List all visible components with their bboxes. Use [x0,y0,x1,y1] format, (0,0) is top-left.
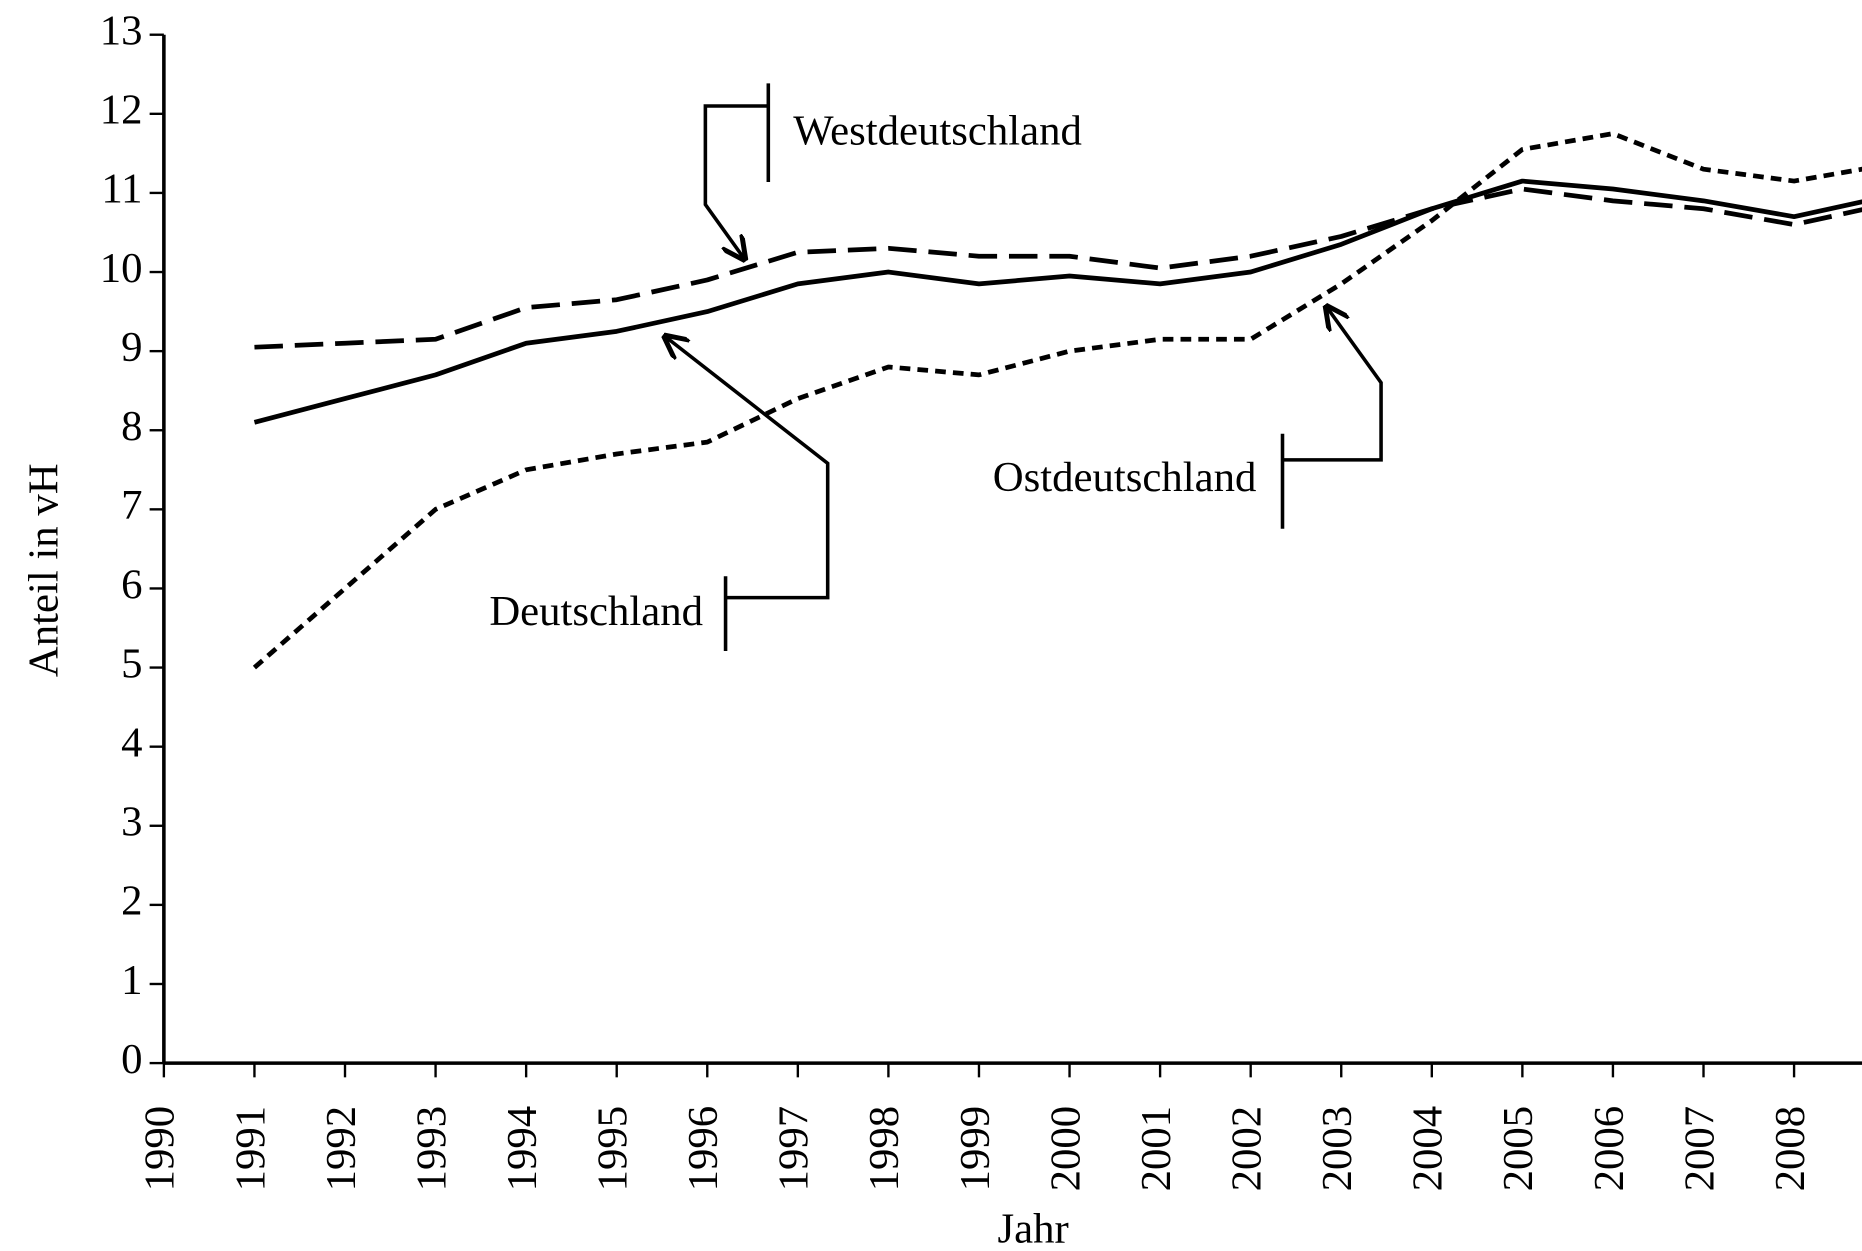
y-tick-label: 2 [121,878,142,925]
leader-line [703,83,768,259]
series-label: Deutschland [489,588,703,635]
x-tick-label: 2002 [1223,1106,1270,1192]
x-tick-label: 2003 [1314,1106,1361,1192]
x-tick-label: 2007 [1676,1106,1723,1192]
x-tick-label: 1992 [318,1106,365,1192]
y-tick-label: 0 [121,1036,142,1083]
x-axis-label: Jahr [998,1206,1069,1251]
y-tick-label: 9 [121,324,142,371]
x-tick-label: 1993 [408,1106,455,1192]
x-tick-label: 1999 [952,1106,999,1192]
x-tick-label: 2004 [1405,1106,1452,1192]
x-tick-label: 2001 [1133,1106,1180,1192]
x-tick-label: 1997 [771,1106,818,1192]
series-label: Ostdeutschland [993,454,1257,501]
y-tick-label: 4 [121,719,142,766]
x-tick-label: 1994 [499,1106,546,1192]
x-tick-label: 1991 [227,1106,274,1192]
y-tick-label: 11 [101,166,142,213]
leader-line [665,336,830,652]
series-label: Westdeutschland [793,107,1082,154]
data-line [252,131,1862,670]
annotations: Westdeutschland Ostdeutschland Deutschla… [489,83,1383,652]
data-line [254,186,1862,350]
y-tick-label: 13 [100,8,143,55]
x-tick-label: 1996 [680,1106,727,1192]
leader-line [1280,307,1383,529]
y-tick-label: 1 [121,957,142,1004]
x-tick-label: 2006 [1586,1106,1633,1192]
x-tick-label: 2000 [1042,1106,1089,1192]
y-tick-label: 3 [121,799,142,846]
x-tick-label: 1990 [137,1106,184,1192]
y-tick-label: 10 [100,245,143,292]
y-tick-label: 8 [121,403,142,450]
plot-area [252,131,1862,670]
y-tick-label: 12 [100,87,143,134]
x-tick-label: 2008 [1767,1106,1814,1192]
y-tick-label: 6 [121,561,142,608]
x-tick-label: 2005 [1495,1106,1542,1192]
x-tick-label: 1995 [590,1106,637,1192]
y-axis-label: Anteil in vH [20,463,67,677]
data-line [253,178,1862,425]
y-tick-label: 7 [121,482,142,529]
x-tick-label: 1998 [861,1106,908,1192]
y-tick-label: 5 [121,640,142,687]
